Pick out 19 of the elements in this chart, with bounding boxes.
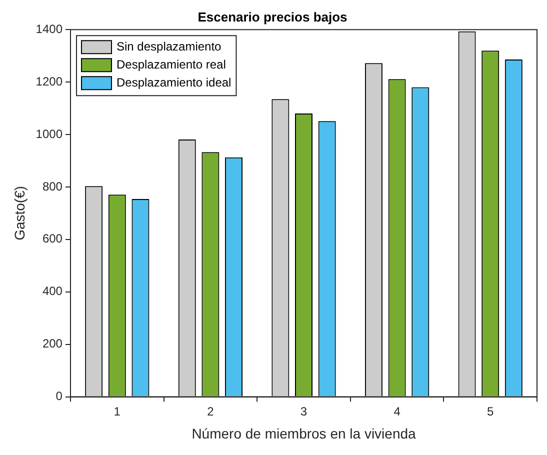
y-tick-label: 1400: [36, 22, 63, 36]
legend-label: Sin desplazamiento: [116, 39, 222, 54]
chart-title: Escenario precios bajos: [198, 9, 348, 24]
x-tick-label: 4: [394, 404, 401, 418]
y-tick-label: 1200: [36, 74, 63, 88]
x-tick-label: 3: [300, 404, 308, 418]
y-axis-title: Gasto(€): [11, 186, 28, 240]
y-tick-label: 1000: [36, 126, 63, 141]
y-tick-label: 800: [42, 179, 63, 194]
x-axis-title: Número de miembros en la vivienda: [192, 425, 416, 442]
x-tick-label: 1: [114, 404, 121, 418]
legend-label: Desplazamiento real: [116, 57, 226, 72]
y-tick-label: 200: [42, 336, 63, 351]
y-tick-label: 600: [42, 232, 63, 246]
x-tick-label: 2: [207, 404, 214, 418]
legend-label: Desplazamiento ideal: [116, 75, 232, 90]
y-tick-label: 400: [42, 284, 63, 298]
x-tick-label: 5: [487, 404, 494, 418]
y-tick-label: 0: [56, 389, 63, 404]
